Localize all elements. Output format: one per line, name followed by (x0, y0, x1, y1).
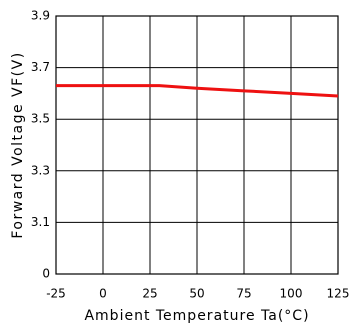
y-tick-label: 3.1 (31, 215, 50, 229)
x-axis-title: Ambient Temperature Ta(°C) (84, 308, 309, 324)
y-tick-label: 3.3 (31, 163, 50, 177)
y-tick-label: 3.5 (31, 112, 50, 126)
y-tick-label: 3.7 (31, 60, 50, 74)
x-tick-label: 0 (99, 287, 107, 301)
x-tick-label: 25 (142, 287, 157, 301)
series-line (56, 84, 339, 98)
y-axis-title: Forward Voltage VF(V) (10, 51, 26, 238)
x-tick-label: 100 (280, 287, 303, 301)
x-tick-label: 50 (189, 287, 204, 301)
y-tick-label: 0 (42, 267, 50, 281)
x-tick-label: 125 (327, 287, 350, 301)
y-tick-label: 3.9 (31, 9, 50, 23)
x-tick-label: -25 (46, 287, 66, 301)
x-tick-label: 75 (236, 287, 251, 301)
